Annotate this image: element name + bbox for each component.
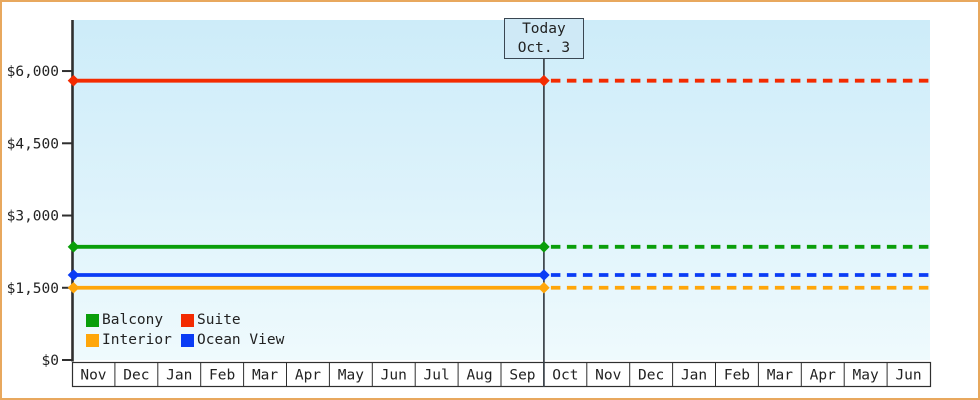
- interior-marker: [67, 281, 80, 294]
- legend-item-balcony: Balcony: [86, 310, 181, 330]
- legend-swatch-ocean-view: [181, 333, 194, 347]
- x-axis-label: Dec: [638, 368, 664, 384]
- x-axis-label: Nov: [595, 368, 621, 384]
- y-tick-label: $6,000: [7, 64, 59, 80]
- ocean-view-marker: [538, 269, 550, 281]
- legend: Balcony Suite Interior Ocean View: [86, 310, 284, 350]
- ocean-view-marker: [67, 269, 80, 281]
- interior-marker: [538, 281, 550, 294]
- y-tick-label: $4,500: [7, 136, 59, 152]
- x-axis-label: Jan: [681, 368, 707, 384]
- legend-label: Interior: [102, 332, 172, 348]
- x-axis-label: Mar: [767, 368, 793, 384]
- today-annotation-line1: Today: [522, 21, 566, 37]
- x-axis-label: Mar: [252, 368, 278, 384]
- suite-marker: [67, 74, 80, 87]
- x-axis-label: Feb: [209, 368, 235, 384]
- x-axis-label: Apr: [810, 368, 836, 384]
- x-axis-label: Nov: [80, 368, 106, 384]
- x-axis-label: May: [338, 368, 364, 384]
- today-annotation-line2: Oct. 3: [517, 40, 571, 56]
- today-annotation-box: Today Oct. 3: [503, 18, 584, 59]
- x-axis-label: Jan: [166, 368, 192, 384]
- legend-swatch-suite: [181, 313, 194, 327]
- x-axis-label: Oct: [552, 368, 578, 384]
- legend-item-interior: Interior: [86, 330, 181, 350]
- x-axis-label: Dec: [123, 368, 149, 384]
- x-axis-label: Sep: [509, 368, 535, 384]
- x-axis-label: Jul: [424, 368, 450, 384]
- x-axis-label: Aug: [466, 368, 492, 384]
- legend-label: Suite: [197, 312, 241, 328]
- legend-swatch-balcony: [86, 313, 99, 327]
- x-axis-label: Feb: [724, 368, 750, 384]
- x-axis-label: May: [853, 368, 879, 384]
- y-tick-label: $3,000: [7, 209, 59, 225]
- legend-item-suite: Suite: [181, 310, 284, 330]
- y-tick-label: $1,500: [7, 281, 59, 297]
- legend-item-ocean-view: Ocean View: [181, 330, 284, 350]
- legend-label: Balcony: [102, 312, 164, 328]
- x-axis-label: Jun: [381, 368, 407, 384]
- x-axis-label: Apr: [295, 368, 321, 384]
- balcony-marker: [67, 241, 80, 253]
- x-axis-label: Jun: [895, 368, 921, 384]
- legend-swatch-interior: [86, 333, 99, 347]
- y-tick-label: $0: [42, 353, 59, 369]
- balcony-marker: [538, 241, 550, 253]
- plot-background: [73, 20, 930, 360]
- legend-label: Ocean View: [197, 332, 285, 348]
- suite-marker: [538, 74, 550, 87]
